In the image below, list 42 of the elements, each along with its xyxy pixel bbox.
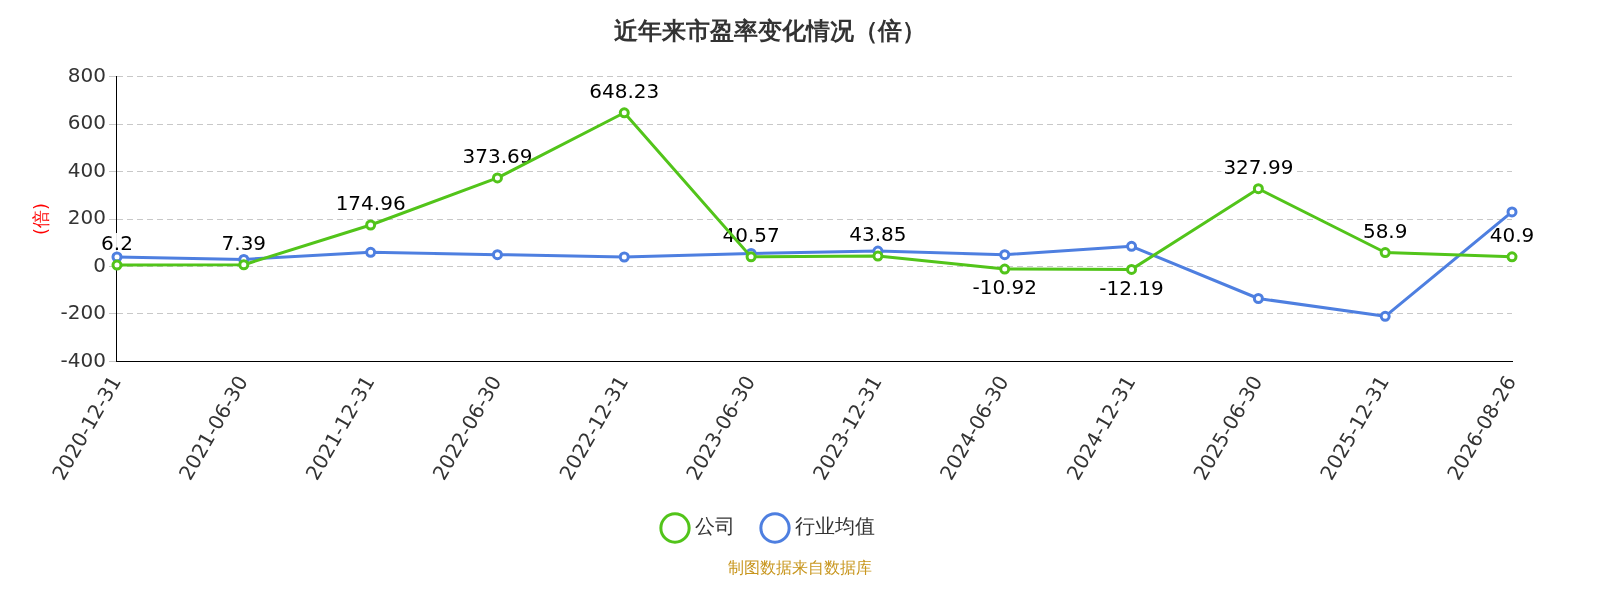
- point: [1506, 206, 1518, 218]
- legend-label: 行业均值: [795, 514, 875, 539]
- text: 制图数据来自数据库: [727, 558, 873, 579]
- y-tick-label: -400: [60, 347, 106, 372]
- data-label: 7.39: [221, 230, 267, 255]
- legend-label: 公司: [695, 514, 735, 539]
- data-label: 174.96: [335, 191, 406, 216]
- data-label: -10.92: [972, 275, 1037, 300]
- y-axis-title: (倍): [30, 203, 52, 236]
- point: [1126, 240, 1138, 252]
- point: [491, 172, 503, 184]
- point: [365, 246, 377, 258]
- data-label: 40.9: [1489, 223, 1535, 247]
- y-tick-label: -200: [60, 300, 106, 325]
- point: [999, 249, 1011, 261]
- chart-title: 近年来市盈率变化情况（倍）: [614, 16, 926, 45]
- data-label: -12.19: [1099, 275, 1164, 300]
- data-label: 43.85: [849, 222, 907, 247]
- point: [1379, 310, 1391, 322]
- point: [872, 250, 884, 262]
- point: [1252, 183, 1264, 195]
- point: [1379, 247, 1391, 259]
- y-tick-label: 400: [67, 157, 106, 182]
- data-label: 327.99: [1223, 154, 1294, 179]
- point: [111, 259, 123, 271]
- point: [999, 263, 1011, 275]
- point: [1506, 251, 1518, 263]
- data-label: 58.9: [1362, 218, 1408, 243]
- y-tick-label: 800: [67, 63, 106, 87]
- y-tick-label: 200: [67, 205, 106, 230]
- point: [1252, 293, 1264, 305]
- data-label: 648.23: [589, 78, 660, 103]
- point: [618, 251, 630, 263]
- point: [365, 219, 377, 231]
- point: [238, 259, 250, 271]
- point: [745, 251, 757, 263]
- data-label: 373.69: [462, 144, 533, 169]
- y-tick-label: 600: [67, 110, 106, 135]
- point: [618, 107, 630, 119]
- point: [491, 249, 503, 261]
- data-label: 6.2: [101, 231, 133, 256]
- point: [1126, 263, 1138, 275]
